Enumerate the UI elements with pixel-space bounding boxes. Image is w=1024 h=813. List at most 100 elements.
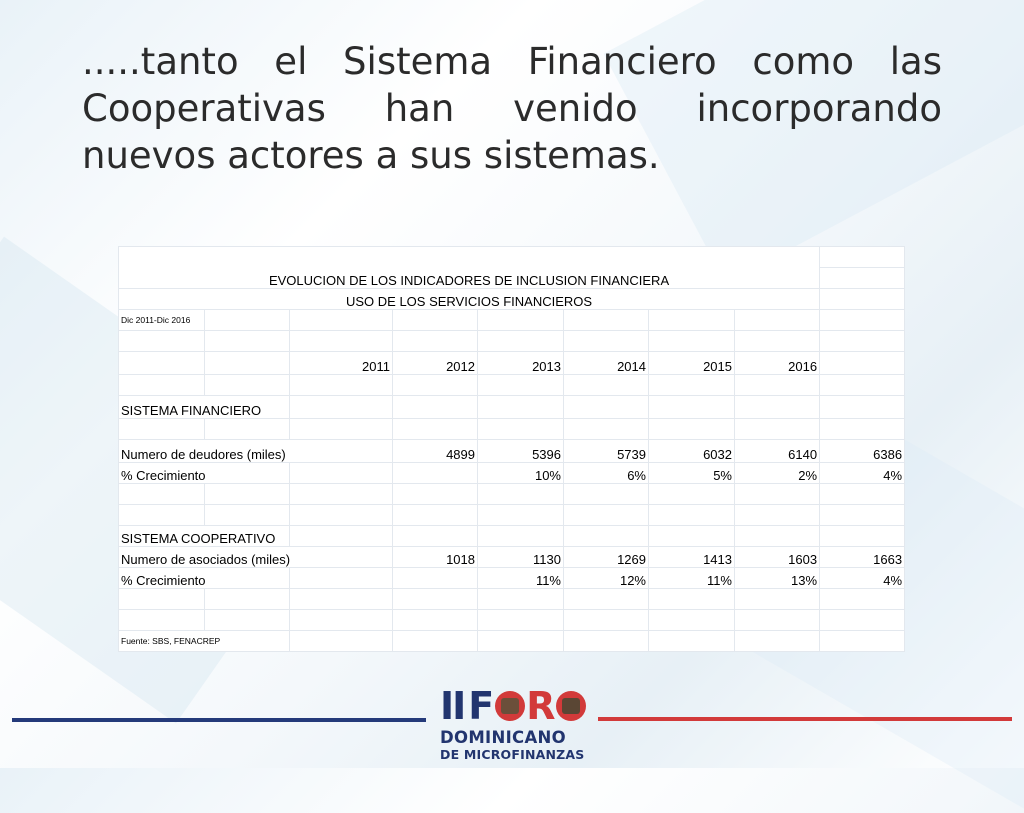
logo-letter: R — [526, 684, 556, 728]
table-cell: 5396 — [477, 439, 564, 463]
table-cell: 1663 — [819, 546, 906, 568]
table-cell — [289, 483, 393, 505]
table-cell: 1018 — [392, 546, 478, 568]
table-cell: 10% — [477, 462, 564, 484]
table-cell — [204, 351, 290, 375]
table-cell — [204, 330, 290, 352]
table-cell — [392, 462, 478, 484]
table-cell: 4899 — [392, 439, 478, 463]
slide-title: .....tanto el Sistema Financiero como la… — [82, 40, 942, 177]
logo-photo-circle — [555, 691, 586, 721]
table-cell — [392, 567, 478, 589]
table-cell: 1269 — [563, 546, 649, 568]
table-row: Numero de deudores (miles) 4899 5396 573… — [118, 439, 906, 463]
table-row — [118, 418, 906, 440]
table-cell: 12% — [563, 567, 649, 589]
row-label: % Crecimiento — [118, 567, 290, 589]
table-cell: 4% — [819, 462, 906, 484]
year-header: 2016 — [733, 351, 821, 375]
table-row — [118, 483, 906, 505]
table-cell: 1603 — [733, 546, 821, 568]
table-cell — [392, 588, 478, 610]
logo-photo-circle — [495, 691, 526, 721]
table-cell — [563, 504, 649, 526]
table-cell: 5% — [648, 462, 735, 484]
table-cell: 11% — [477, 567, 564, 589]
table-cell — [289, 630, 393, 652]
foro-logo: II F R DOMINICANO DE MICROFINANZAS — [440, 684, 590, 764]
table-cell — [563, 374, 649, 396]
table-cell — [118, 374, 205, 396]
table-cell — [118, 351, 205, 375]
table-row: Fuente: SBS, FENACREP — [118, 630, 906, 652]
table-cell — [204, 309, 290, 331]
table-cell — [563, 609, 649, 631]
table-cell — [289, 374, 393, 396]
table-cell — [819, 588, 906, 610]
table-cell — [563, 525, 649, 547]
table-cell: 6386 — [819, 439, 906, 463]
table-cell — [733, 483, 821, 505]
footer-line-navy — [12, 718, 426, 722]
section-label: SISTEMA FINANCIERO — [118, 395, 290, 419]
table-cell — [563, 483, 649, 505]
table-cell — [563, 418, 649, 440]
table-cell — [648, 609, 735, 631]
indicators-table: EVOLUCION DE LOS INDICADORES DE INCLUSIO… — [117, 246, 906, 652]
table-cell — [392, 609, 478, 631]
table-cell — [118, 483, 205, 505]
table-cell: 13% — [733, 567, 821, 589]
table-cell — [733, 330, 821, 352]
table-cell — [819, 630, 906, 652]
logo-subtitle: DOMINICANO — [440, 728, 566, 747]
table-cell — [289, 567, 393, 589]
table-cell — [204, 374, 290, 396]
table-cell — [819, 374, 906, 396]
table-cell: 4% — [819, 567, 906, 589]
table-cell — [733, 630, 821, 652]
table-cell — [289, 588, 393, 610]
table-cell — [819, 330, 906, 352]
table-cell — [733, 374, 821, 396]
logo-letter: F — [468, 684, 495, 728]
table-cell — [648, 395, 735, 419]
table-row: SISTEMA COOPERATIVO — [118, 525, 906, 547]
table-cell — [477, 588, 564, 610]
year-header-row: 2011 2012 2013 2014 2015 2016 — [118, 351, 906, 375]
table-cell — [563, 330, 649, 352]
table-cell: 6032 — [648, 439, 735, 463]
table-cell — [392, 504, 478, 526]
table-cell — [118, 609, 205, 631]
table-cell — [733, 418, 821, 440]
row-label: % Crecimiento — [118, 462, 290, 484]
table-cell — [477, 483, 564, 505]
table-cell — [477, 374, 564, 396]
table-cell — [289, 525, 393, 547]
table-cell — [648, 374, 735, 396]
table-cell — [648, 504, 735, 526]
table-cell — [204, 483, 290, 505]
row-label: Numero de deudores (miles) — [118, 439, 393, 463]
table-cell — [118, 330, 205, 352]
table-cell — [733, 395, 821, 419]
table-cell — [563, 395, 649, 419]
table-cell — [118, 588, 205, 610]
table-cell — [819, 288, 906, 310]
table-cell — [289, 330, 393, 352]
table-cell — [204, 609, 290, 631]
table-cell — [392, 418, 478, 440]
table-cell — [289, 418, 393, 440]
table-row — [118, 609, 906, 631]
table-cell — [392, 483, 478, 505]
table-cell: 2% — [733, 462, 821, 484]
table-row — [118, 330, 906, 352]
logo-wordmark: II F R — [440, 684, 590, 728]
table-row: Numero de asociados (miles) 1018 1130 12… — [118, 546, 906, 568]
table-cell — [477, 330, 564, 352]
table-row — [118, 374, 906, 396]
table-cell — [477, 609, 564, 631]
table-cell — [118, 504, 205, 526]
table-cell — [477, 504, 564, 526]
table-cell — [118, 418, 205, 440]
table-cell — [289, 609, 393, 631]
